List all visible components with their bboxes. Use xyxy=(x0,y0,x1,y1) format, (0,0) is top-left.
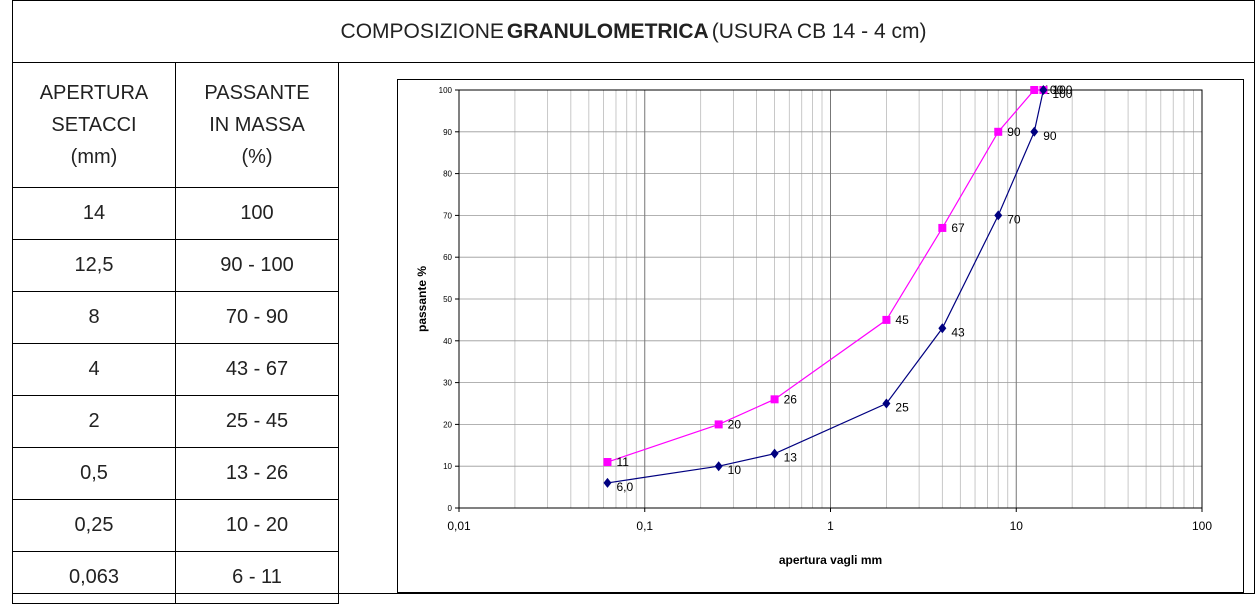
cell: 4 xyxy=(12,343,176,396)
data-label: 90 xyxy=(1007,125,1021,139)
data-label: 25 xyxy=(895,401,909,415)
y-tick-label: 60 xyxy=(443,253,452,262)
document: COMPOSIZIONE GRANULOMETRICA (USURA CB 14 -… xyxy=(12,0,1255,604)
y-tick-label: 0 xyxy=(448,504,453,513)
header-cell: APERTURA SETACCI (mm) xyxy=(12,62,176,188)
series-line xyxy=(607,89,1044,484)
marker xyxy=(1030,86,1039,94)
cell: 0,063 xyxy=(12,551,176,604)
y-tick-label: 20 xyxy=(443,420,452,429)
y-tick-label: 30 xyxy=(443,379,452,388)
title-part: COMPOSIZIONE xyxy=(340,20,504,43)
cell: 0,5 xyxy=(12,447,176,500)
cell: 10 - 20 xyxy=(175,499,339,552)
cell: 100 xyxy=(175,187,339,240)
cell: 6 - 11 xyxy=(175,551,339,604)
cell: 12,5 xyxy=(12,239,176,292)
plot-frame xyxy=(458,89,1203,509)
x-tick-label: 1 xyxy=(827,519,834,533)
marker xyxy=(938,223,947,232)
marker xyxy=(994,210,1003,221)
cell: 25 - 45 xyxy=(175,395,339,448)
y-tick-label: 80 xyxy=(443,170,452,179)
cell: 14 xyxy=(12,187,176,240)
y-tick-label: 70 xyxy=(443,211,452,220)
y-axis-label: passante % xyxy=(415,266,429,332)
table: APERTURA SETACCI (mm) PASSANTE IN MASSA (… xyxy=(12,62,339,604)
marker xyxy=(603,477,612,488)
data-label: 43 xyxy=(951,325,965,339)
data-label: 90 xyxy=(1043,129,1057,143)
data-label: 26 xyxy=(784,392,798,406)
x-tick-label: 0,01 xyxy=(447,519,471,533)
y-tick-label: 40 xyxy=(443,337,452,346)
y-tick-label: 10 xyxy=(443,462,452,471)
x-axis-label: apertura vagli mm xyxy=(779,553,882,567)
chart: 0 10 20 30 40 50 60 70 80 90 100 0,01 0,1 1 10 100 apert… xyxy=(397,79,1244,593)
marker xyxy=(994,127,1003,136)
data-label: 20 xyxy=(728,417,742,431)
title-part: GRANULOMETRICA xyxy=(506,20,709,43)
marker xyxy=(882,315,891,324)
marker xyxy=(603,458,612,467)
data-label: 11 xyxy=(616,455,629,469)
marker xyxy=(938,323,947,334)
y-tick-label: 90 xyxy=(443,128,452,137)
cell: 0,25 xyxy=(12,499,176,552)
marker xyxy=(882,398,891,409)
marker xyxy=(1039,85,1048,95)
marker xyxy=(714,420,723,429)
cell: 43 - 67 xyxy=(175,343,339,396)
marker xyxy=(770,448,779,459)
x-tick-label: 10 xyxy=(1010,519,1024,533)
marker xyxy=(770,395,779,404)
y-tick-label: 100 xyxy=(439,86,453,95)
data-label: 100 xyxy=(1043,83,1063,97)
cell: 90 - 100 xyxy=(175,239,339,292)
data-label: 45 xyxy=(895,313,909,327)
cell: 8 xyxy=(12,291,176,344)
marker xyxy=(714,461,723,472)
cell: 2 xyxy=(12,395,176,448)
data-label: 67 xyxy=(951,221,965,235)
data-label: 13 xyxy=(784,451,798,465)
cell: 13 - 26 xyxy=(175,447,339,500)
data-label: 70 xyxy=(1007,212,1021,226)
data-label: 100 xyxy=(1052,83,1072,97)
cell: 70 - 90 xyxy=(175,291,339,344)
data-label: 6,0 xyxy=(616,480,633,494)
header-cell: PASSANTE IN MASSA (%) xyxy=(175,62,339,188)
x-tick-label: 100 xyxy=(1192,519,1212,533)
data-label: 100 xyxy=(1052,87,1072,101)
marker xyxy=(1030,126,1039,137)
title: COMPOSIZIONE GRANULOMETRICA (USURA CB 14 -… xyxy=(13,1,1254,63)
title-part: (USURA CB 14 - 4 cm) xyxy=(711,20,927,43)
x-tick-label: 0,1 xyxy=(636,519,653,533)
series-line xyxy=(607,89,1044,463)
data-label: 10 xyxy=(728,463,742,477)
y-tick-label: 50 xyxy=(443,295,452,304)
